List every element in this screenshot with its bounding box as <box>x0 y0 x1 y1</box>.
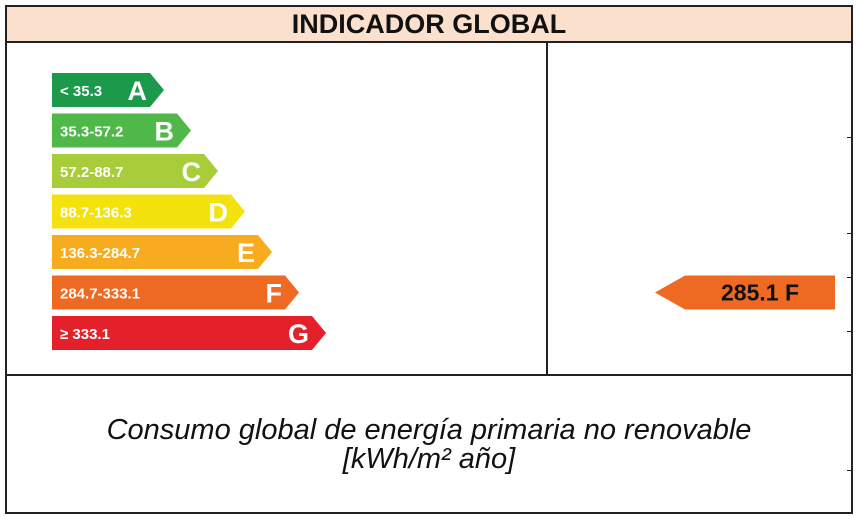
rating-class-c: 57.2-88.7 C <box>52 154 218 188</box>
rating-class-g: ≥ 333.1 G <box>52 316 326 350</box>
rating-range-label: 284.7-333.1 <box>60 286 140 303</box>
rating-letter-label: B <box>155 117 175 147</box>
rating-area: < 35.3 A 35.3-57.2 B 57.2-88.7 C 88.7-136.3 D 13… <box>7 43 851 376</box>
energy-rating-chart: < 35.3 A 35.3-57.2 B 57.2-88.7 C 88.7-136.3 D 13… <box>52 73 835 350</box>
rating-class-d: 88.7-136.3 D <box>52 194 245 229</box>
indicator-arrow <box>655 275 835 310</box>
indicator-value-label: 285.1 F <box>721 280 799 306</box>
edge-tick <box>847 277 853 278</box>
rating-range-label: < 35.3 <box>60 83 102 100</box>
rating-class-f: 284.7-333.1 F <box>52 275 299 310</box>
rating-class-e: 136.3-284.7 E <box>52 235 272 269</box>
edge-tick <box>847 137 853 138</box>
rating-range-label: 88.7-136.3 <box>60 205 132 222</box>
rating-letter-label: D <box>209 198 229 228</box>
caption-line-2: [kWh/m² año] <box>342 443 516 475</box>
rating-letter-label: G <box>288 319 309 349</box>
column-divider <box>546 43 548 374</box>
rating-bar-g <box>52 316 326 350</box>
rating-range-label: ≥ 333.1 <box>60 326 110 343</box>
rating-letter-label: E <box>237 238 255 268</box>
edge-tick <box>847 233 853 234</box>
rating-class-a: < 35.3 A <box>52 73 164 107</box>
rating-range-label: 136.3-284.7 <box>60 245 140 262</box>
rating-letter-label: C <box>182 157 202 187</box>
rating-bar-f <box>52 275 299 310</box>
panel-title: INDICADOR GLOBAL <box>7 7 851 43</box>
rating-letter-label: F <box>266 279 283 309</box>
rating-bar-d <box>52 194 245 229</box>
rating-range-label: 35.3-57.2 <box>60 124 123 141</box>
rating-bar-e <box>52 235 272 269</box>
edge-tick <box>847 470 853 471</box>
rating-bar-b <box>52 113 191 148</box>
caption-line-1: Consumo global de energía primaria no re… <box>106 414 752 446</box>
energy-certificate-panel: INDICADOR GLOBAL < 35.3 A 35.3-57.2 B 57.2-8… <box>5 5 853 514</box>
rating-letter-label: A <box>128 76 148 106</box>
rating-class-b: 35.3-57.2 B <box>52 113 191 148</box>
rating-bar-a <box>52 73 164 107</box>
rating-bar-c <box>52 154 218 188</box>
edge-tick <box>847 331 853 332</box>
rating-range-label: 57.2-88.7 <box>60 164 123 181</box>
caption-block: Consumo global de energía primaria no re… <box>7 376 851 514</box>
